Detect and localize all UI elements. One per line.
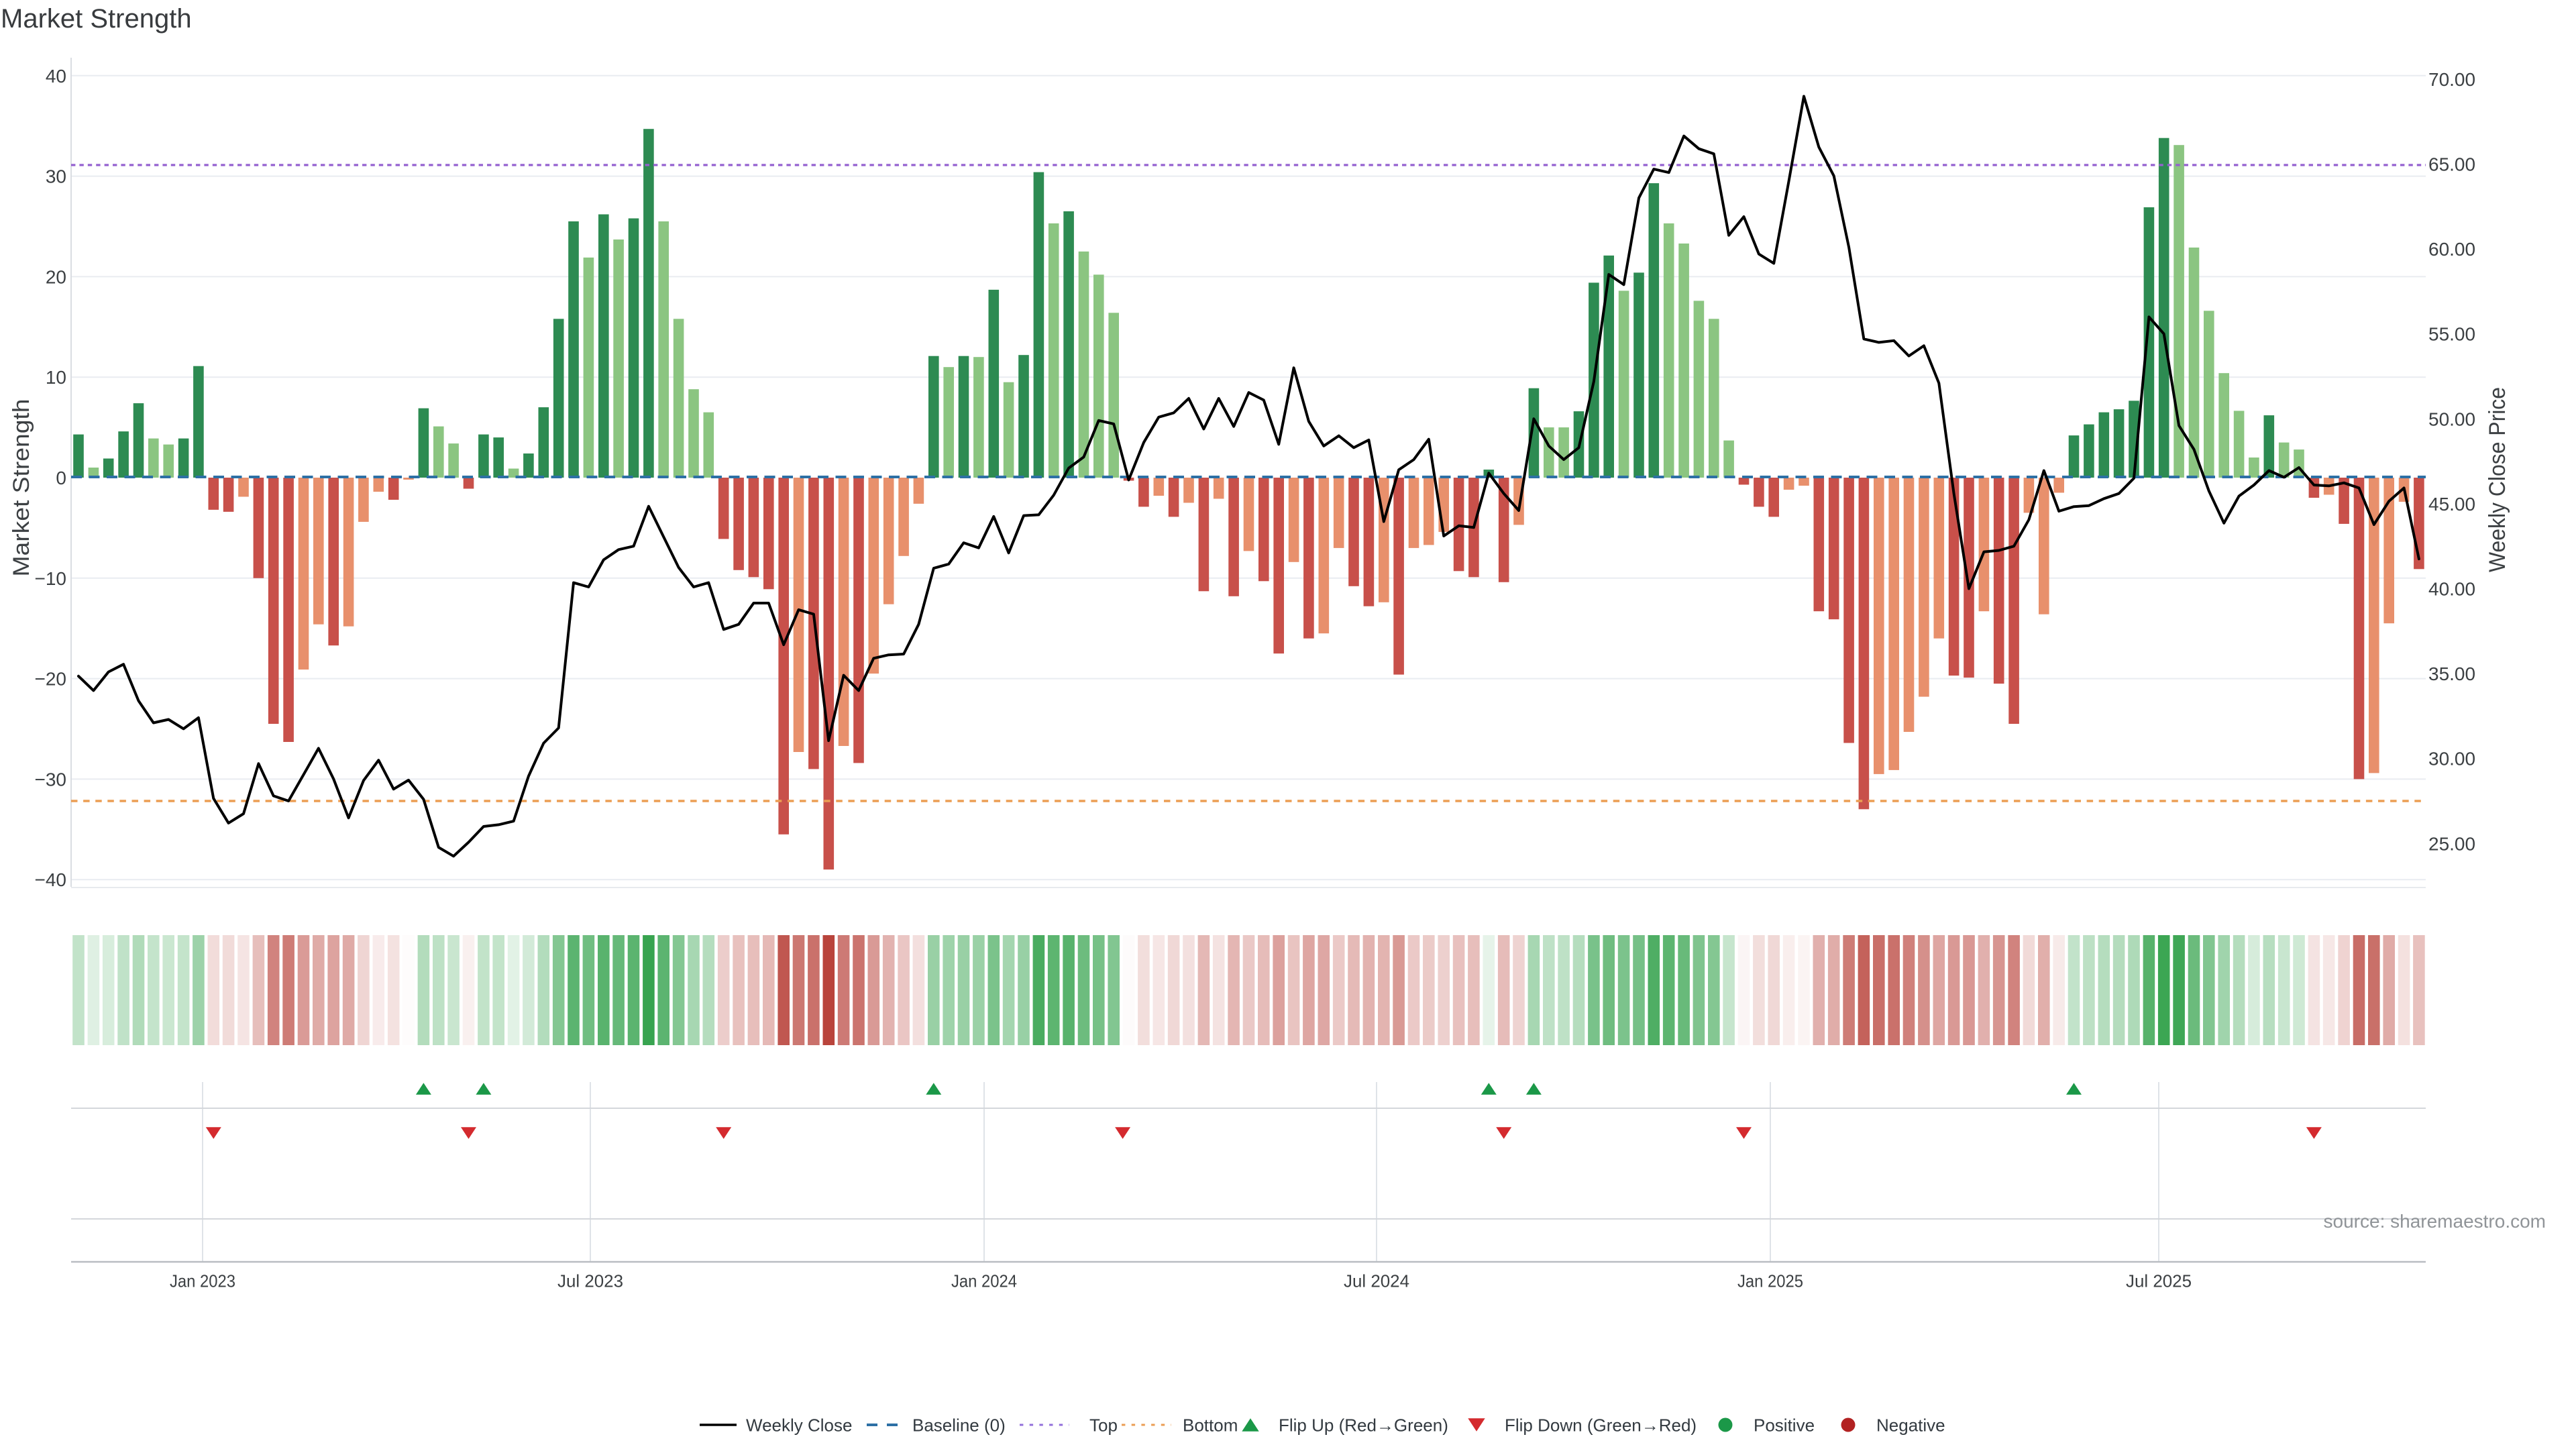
svg-text:−40: −40 [35, 869, 67, 890]
svg-text:30: 30 [46, 166, 66, 187]
svg-text:40: 40 [46, 66, 66, 87]
svg-text:10: 10 [46, 367, 66, 388]
svg-text:Positive: Positive [1754, 1415, 1815, 1436]
svg-text:Market Strength: Market Strength [9, 399, 34, 577]
svg-text:−10: −10 [35, 568, 67, 589]
svg-text:Flip Down (Green→Red): Flip Down (Green→Red) [1505, 1415, 1697, 1436]
svg-text:Jan 2023: Jan 2023 [170, 1271, 235, 1291]
svg-text:20: 20 [46, 266, 66, 287]
svg-text:Weekly Close: Weekly Close [746, 1415, 852, 1436]
svg-text:−30: −30 [35, 769, 67, 790]
svg-text:Jul 2024: Jul 2024 [1344, 1271, 1409, 1291]
svg-text:Jul 2025: Jul 2025 [2126, 1271, 2192, 1291]
svg-text:60.00: 60.00 [2428, 239, 2475, 260]
svg-text:Market Strength: Market Strength [1, 4, 192, 34]
svg-text:Bottom: Bottom [1183, 1415, 1238, 1436]
svg-text:Negative: Negative [1876, 1415, 1945, 1436]
svg-text:65.00: 65.00 [2428, 154, 2475, 175]
svg-text:−20: −20 [35, 669, 67, 690]
svg-text:45.00: 45.00 [2428, 494, 2475, 515]
svg-text:55.00: 55.00 [2428, 324, 2475, 345]
svg-text:30.00: 30.00 [2428, 749, 2475, 769]
svg-text:Flip Up (Red→Green): Flip Up (Red→Green) [1279, 1415, 1448, 1436]
svg-text:Jan 2025: Jan 2025 [1737, 1271, 1803, 1291]
svg-text:Weekly Close Price: Weekly Close Price [2485, 387, 2510, 572]
svg-text:70.00: 70.00 [2428, 69, 2475, 90]
svg-text:Top: Top [1089, 1415, 1118, 1436]
svg-text:source: sharemaestro.com: source: sharemaestro.com [2324, 1211, 2546, 1232]
svg-text:Jul 2023: Jul 2023 [557, 1271, 623, 1291]
svg-text:50.00: 50.00 [2428, 409, 2475, 429]
svg-text:40.00: 40.00 [2428, 579, 2475, 600]
svg-text:Baseline (0): Baseline (0) [912, 1415, 1006, 1436]
svg-text:25.00: 25.00 [2428, 833, 2475, 854]
svg-text:0: 0 [56, 468, 66, 488]
svg-text:35.00: 35.00 [2428, 663, 2475, 684]
svg-text:Jan 2024: Jan 2024 [951, 1271, 1017, 1291]
